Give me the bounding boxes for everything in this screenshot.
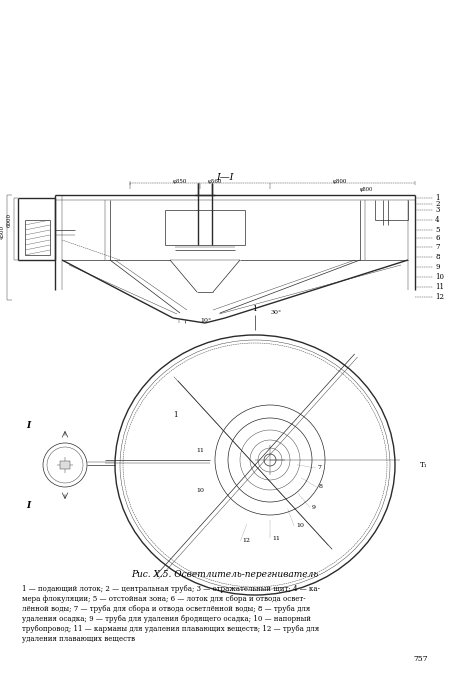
Text: Рис. Х.5. Осветлитель-перегниватель: Рис. Х.5. Осветлитель-перегниватель	[131, 570, 319, 579]
Text: 9: 9	[312, 505, 316, 510]
Text: 1: 1	[173, 411, 177, 419]
Text: 5: 5	[435, 226, 440, 234]
Text: 4: 4	[435, 216, 440, 224]
Text: 30°: 30°	[270, 310, 281, 315]
Text: 10°: 10°	[200, 317, 211, 323]
Text: 10: 10	[435, 273, 444, 281]
Text: I: I	[26, 500, 30, 510]
Text: 11: 11	[196, 448, 204, 452]
Text: 12: 12	[243, 539, 251, 543]
Text: 7: 7	[317, 466, 321, 470]
Text: 1: 1	[252, 305, 257, 313]
Text: 757: 757	[414, 655, 428, 663]
Text: 8: 8	[319, 485, 323, 489]
Text: удаления плавающих веществ: удаления плавающих веществ	[22, 635, 135, 643]
Text: 8: 8	[435, 253, 440, 261]
Text: 7: 7	[435, 243, 440, 251]
Text: 6000: 6000	[7, 213, 12, 227]
Text: 1: 1	[435, 194, 440, 202]
Text: 12: 12	[435, 293, 444, 301]
Text: I—I: I—I	[216, 173, 234, 182]
Text: 4500: 4500	[0, 225, 5, 239]
Text: T₁: T₁	[420, 461, 428, 469]
Text: удаления осадка; 9 — труба для удаления бродящего осадка; 10 — напорный: удаления осадка; 9 — труба для удаления …	[22, 615, 311, 623]
Text: φ350: φ350	[173, 178, 187, 184]
Text: 10: 10	[296, 523, 304, 529]
Text: 3: 3	[435, 206, 439, 214]
Text: I: I	[26, 421, 30, 429]
Text: 11: 11	[435, 283, 444, 291]
Text: φ800: φ800	[333, 178, 347, 184]
Text: трубопровод; 11 — карманы для удаления плавающих веществ; 12 — труба для: трубопровод; 11 — карманы для удаления п…	[22, 625, 319, 633]
Text: мера флокуляции; 5 — отстойная зона; 6 — лоток для сбора и отвода освет-: мера флокуляции; 5 — отстойная зона; 6 —…	[22, 595, 306, 603]
Text: лённой воды; 7 — труба для сбора и отвода осветлённой воды; 8 — труба для: лённой воды; 7 — труба для сбора и отвод…	[22, 605, 310, 613]
Text: 2: 2	[435, 200, 440, 208]
Text: 10: 10	[196, 487, 204, 493]
Text: φ560: φ560	[208, 178, 222, 184]
Text: 9: 9	[435, 263, 440, 271]
Text: φ800: φ800	[360, 188, 373, 192]
Bar	[60, 461, 70, 469]
Text: 11: 11	[272, 535, 280, 541]
Text: 1 — подающий лоток; 2 — центральная труба; 3 — отражательный щит; 4 — ка-: 1 — подающий лоток; 2 — центральная труб…	[22, 585, 320, 593]
Text: 6: 6	[435, 234, 440, 242]
